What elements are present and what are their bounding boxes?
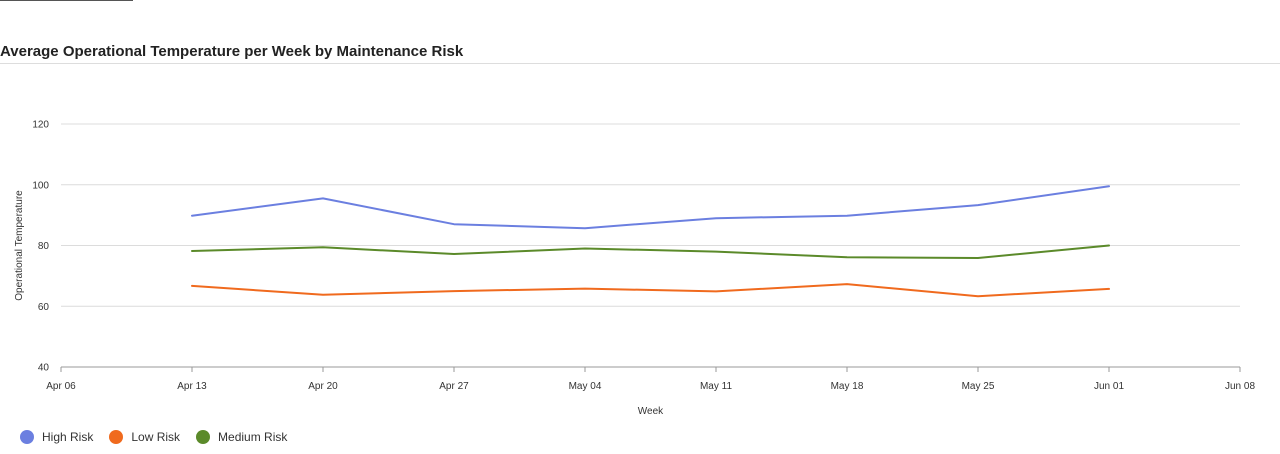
y-tick-label: 40 bbox=[38, 363, 50, 374]
chart-title: Average Operational Temperature per Week… bbox=[0, 43, 464, 60]
x-tick-label: May 18 bbox=[831, 381, 864, 392]
legend-item-medium-risk[interactable]: Medium Risk bbox=[196, 430, 287, 444]
legend-dot-icon bbox=[20, 430, 34, 444]
legend: High Risk Low Risk Medium Risk bbox=[20, 430, 303, 444]
x-tick-label: Apr 27 bbox=[439, 381, 469, 392]
x-tick-label: May 11 bbox=[700, 381, 732, 392]
title-divider bbox=[0, 63, 1280, 64]
legend-label: Medium Risk bbox=[218, 430, 288, 444]
x-tick-label: May 04 bbox=[569, 381, 602, 392]
tab-underline bbox=[0, 0, 133, 1]
x-tick-label: Jun 01 bbox=[1094, 381, 1124, 392]
axis-layer: 40 60 80 100 120 Apr 06 Apr 13 Apr 20 Apr 27 May … bbox=[14, 120, 1255, 418]
y-tick-label: 60 bbox=[38, 302, 50, 313]
series-layer bbox=[191, 185, 1110, 298]
legend-label: Low Risk bbox=[131, 430, 181, 444]
y-tick-label: 100 bbox=[32, 180, 49, 191]
y-tick-label: 80 bbox=[38, 241, 50, 252]
y-axis-title: Operational Temperature bbox=[14, 190, 25, 301]
legend-item-high-risk[interactable]: High Risk bbox=[20, 430, 93, 444]
series-line-high-risk bbox=[191, 185, 1110, 230]
x-axis-title: Week bbox=[638, 406, 664, 417]
legend-item-low-risk[interactable]: Low Risk bbox=[109, 430, 180, 444]
legend-dot-icon bbox=[109, 430, 124, 444]
x-tick-label: Apr 06 bbox=[46, 381, 76, 392]
grid-layer bbox=[61, 123, 1240, 368]
x-tick-label: Apr 13 bbox=[177, 381, 207, 392]
y-tick-label: 120 bbox=[32, 120, 49, 131]
x-tick-label: Jun 08 bbox=[1225, 381, 1255, 392]
x-tick-label: Apr 20 bbox=[308, 381, 338, 392]
series-line-medium-risk bbox=[191, 244, 1110, 259]
legend-label: High Risk bbox=[42, 430, 94, 444]
x-tick-label: May 25 bbox=[962, 381, 995, 392]
legend-dot-icon bbox=[196, 430, 211, 444]
series-line-low-risk bbox=[191, 283, 1110, 298]
